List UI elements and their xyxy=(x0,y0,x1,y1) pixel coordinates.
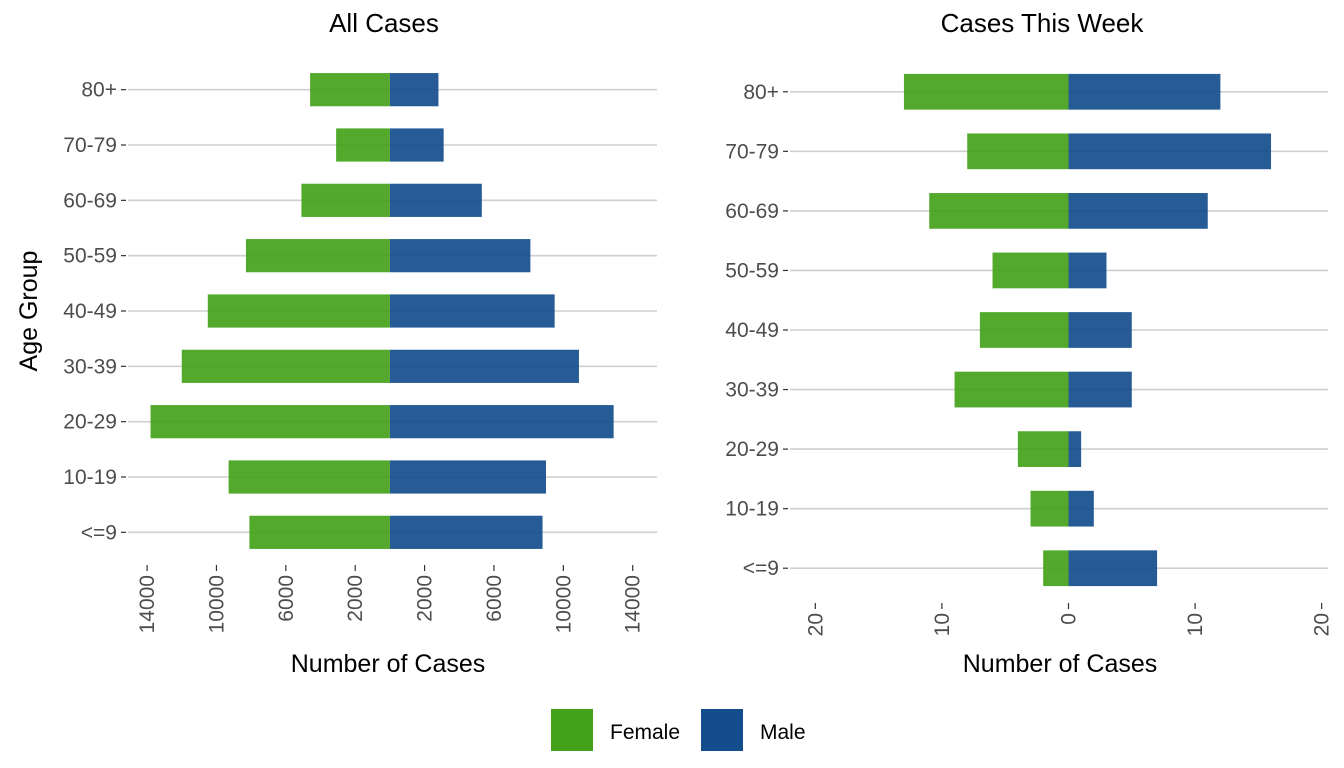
panel-title-all-cases: All Cases xyxy=(329,8,439,38)
bar-male xyxy=(389,515,543,549)
y-tick-label: 40-49 xyxy=(725,319,779,342)
y-tick-label: 30-39 xyxy=(725,379,779,402)
bar-male xyxy=(389,405,614,439)
bar-male xyxy=(389,239,531,273)
bar-male xyxy=(389,128,444,162)
y-tick-label: 80+ xyxy=(81,79,117,102)
bar-male xyxy=(389,183,482,217)
x-tick-label: 14000 xyxy=(622,575,645,633)
panel-all-cases: All Cases Age Group Number of Cases <=9 1… xyxy=(15,8,657,678)
bar-female xyxy=(1017,431,1069,467)
y-tick-label: <=9 xyxy=(81,521,117,544)
bar-male xyxy=(1068,371,1132,408)
y-axis-title: Age Group xyxy=(15,251,43,372)
x-tick-label: 10000 xyxy=(205,575,228,633)
bar-female xyxy=(301,183,390,217)
bar-male xyxy=(389,349,579,383)
bar-female xyxy=(245,239,390,273)
bar-female xyxy=(954,371,1069,408)
legend-key-male xyxy=(701,709,743,751)
bar-female xyxy=(1030,490,1069,527)
bar-female xyxy=(903,73,1069,110)
bar-female xyxy=(992,252,1069,289)
bar-male xyxy=(1068,431,1082,467)
x-tick-label: 14000 xyxy=(136,575,159,633)
y-tick-label: 50-59 xyxy=(63,245,117,268)
bar-female xyxy=(979,312,1069,348)
y-tick-label: 70-79 xyxy=(725,140,779,163)
legend: Female Male xyxy=(551,709,806,751)
y-tick-label: <=9 xyxy=(743,557,779,580)
x-tick-label: 0 xyxy=(1057,613,1080,625)
bar-female xyxy=(249,515,390,549)
y-tick-label: 70-79 xyxy=(63,134,117,157)
y-tick-label: 30-39 xyxy=(63,355,117,378)
legend-label-male: Male xyxy=(760,721,806,744)
bar-female xyxy=(967,133,1069,170)
y-tick-label: 60-69 xyxy=(63,189,117,212)
bar-female xyxy=(929,193,1069,229)
y-tick-label: 60-69 xyxy=(725,200,779,223)
bar-female xyxy=(310,73,390,107)
x-tick-label: 6000 xyxy=(483,575,506,622)
x-axis-title-all-cases: Number of Cases xyxy=(291,650,486,678)
y-tick-label: 20-29 xyxy=(63,411,117,434)
bar-male xyxy=(1068,193,1208,229)
x-tick-label: 2000 xyxy=(344,575,367,622)
panel-cases-this-week: Cases This Week Number of Cases <=9 10-19… xyxy=(725,8,1333,678)
bar-male xyxy=(1068,312,1132,348)
x-tick-label: 10 xyxy=(1184,613,1207,636)
panel-title-cases-this-week: Cases This Week xyxy=(941,8,1145,38)
bar-female xyxy=(181,349,390,383)
x-tick-label: 10000 xyxy=(552,575,575,633)
bar-female xyxy=(336,128,390,162)
bar-female xyxy=(1043,550,1069,587)
x-tick-label: 20 xyxy=(1311,613,1334,636)
bar-female xyxy=(228,460,390,494)
bar-male xyxy=(1068,73,1221,110)
x-tick-label: 6000 xyxy=(275,575,298,622)
x-tick-label: 2000 xyxy=(414,575,437,622)
legend-label-female: Female xyxy=(610,721,680,744)
y-tick-label: 20-29 xyxy=(725,438,779,461)
y-tick-label: 80+ xyxy=(743,81,779,104)
bar-male xyxy=(389,73,439,107)
y-tick-label: 40-49 xyxy=(63,300,117,323)
y-tick-label: 10-19 xyxy=(725,498,779,521)
bar-male xyxy=(1068,252,1107,289)
x-tick-label: 10 xyxy=(931,613,954,636)
x-axis-title-cases-this-week: Number of Cases xyxy=(963,650,1158,678)
y-tick-label: 10-19 xyxy=(63,466,117,489)
bar-male xyxy=(389,294,555,328)
y-tick-label: 50-59 xyxy=(725,259,779,282)
legend-key-female xyxy=(551,709,593,751)
bar-male xyxy=(1068,133,1272,170)
bar-female xyxy=(207,294,390,328)
bar-female xyxy=(150,405,390,439)
bar-male xyxy=(1068,490,1094,527)
bar-male xyxy=(1068,550,1158,587)
bar-male xyxy=(389,460,546,494)
x-tick-label: 20 xyxy=(804,613,827,636)
